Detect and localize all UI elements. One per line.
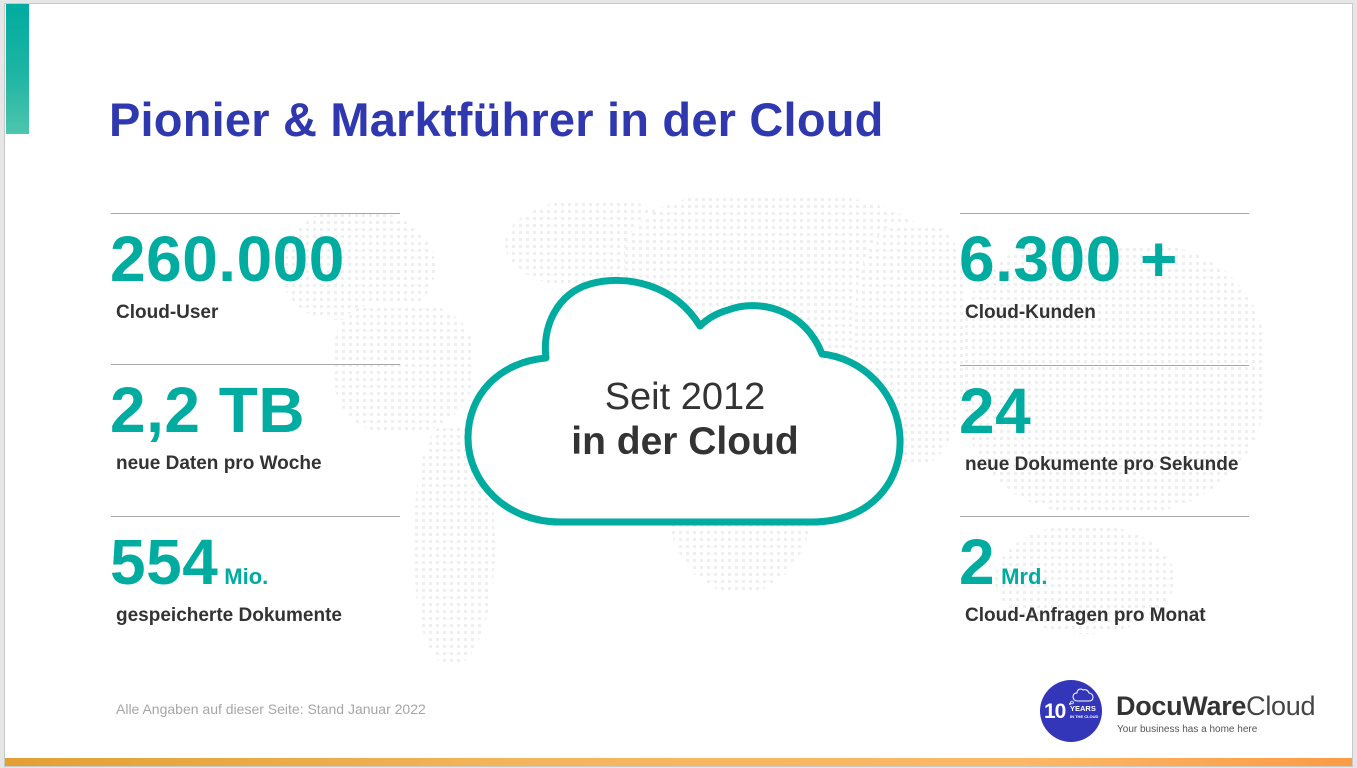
stat-stored-documents: 554 Mio. gespeicherte Dokumente xyxy=(110,516,400,627)
docuware-cloud-logo: 10 YEARS IN THE CLOUD DocuWareCloud Your… xyxy=(1040,680,1330,744)
stat-value: 6.300 + xyxy=(959,223,1178,295)
stat-documents-per-second: 24 neue Dokumente pro Sekunde xyxy=(959,365,1249,476)
cloud-text-in-cloud: in der Cloud xyxy=(571,420,799,463)
badge-number: 10 xyxy=(1044,700,1066,723)
footnote: Alle Angaben auf dieser Seite: Stand Jan… xyxy=(116,701,426,717)
brand-light: Cloud xyxy=(1246,691,1316,721)
divider xyxy=(111,213,400,214)
small-cloud-icon xyxy=(1069,688,1094,705)
divider xyxy=(111,516,400,517)
brand-tagline: Your business has a home here xyxy=(1117,724,1258,735)
brand-bold: DocuWare xyxy=(1116,691,1247,721)
cloud-outline-icon xyxy=(464,276,904,526)
stat-new-data: 2,2 TB neue Daten pro Woche xyxy=(110,364,400,475)
stat-cloud-user: 260.000 Cloud-User xyxy=(110,213,400,324)
divider xyxy=(960,213,1249,214)
divider xyxy=(111,364,400,365)
stat-cloud-customers: 6.300 + Cloud-Kunden xyxy=(959,213,1249,324)
slide: Pionier & Marktführer in der Cloud 260.0… xyxy=(5,4,1352,766)
stat-unit: Mrd. xyxy=(1001,564,1048,589)
stat-value: 260.000 xyxy=(110,223,345,295)
stat-label: neue Dokumente pro Sekunde xyxy=(965,454,1239,475)
divider xyxy=(960,516,1249,517)
cloud-callout: Seit 2012 in der Cloud xyxy=(460,270,910,532)
stat-label: Cloud-User xyxy=(116,302,219,323)
brand-name: DocuWareCloud xyxy=(1116,691,1315,722)
badge-years: YEARS xyxy=(1070,704,1096,713)
stat-value: 2 Mrd. xyxy=(959,526,1048,598)
stat-label: neue Daten pro Woche xyxy=(116,453,322,474)
stat-value: 24 xyxy=(959,375,1032,447)
stat-label: gespeicherte Dokumente xyxy=(116,605,342,626)
badge-sub: IN THE CLOUD xyxy=(1070,714,1099,719)
page-title: Pionier & Marktführer in der Cloud xyxy=(109,93,884,146)
stat-value: 554 Mio. xyxy=(110,526,269,598)
stat-unit: Mio. xyxy=(224,564,269,589)
ten-years-badge: 10 YEARS IN THE CLOUD xyxy=(1040,680,1102,742)
stat-cloud-requests: 2 Mrd. Cloud-Anfragen pro Monat xyxy=(959,516,1249,627)
stat-label: Cloud-Kunden xyxy=(965,302,1096,323)
stat-value: 2,2 TB xyxy=(110,374,306,446)
divider xyxy=(960,365,1249,366)
accent-bar xyxy=(6,4,29,134)
stat-label: Cloud-Anfragen pro Monat xyxy=(965,605,1206,626)
cloud-text-since: Seit 2012 xyxy=(604,376,766,418)
bottom-accent-bar xyxy=(5,758,1352,766)
